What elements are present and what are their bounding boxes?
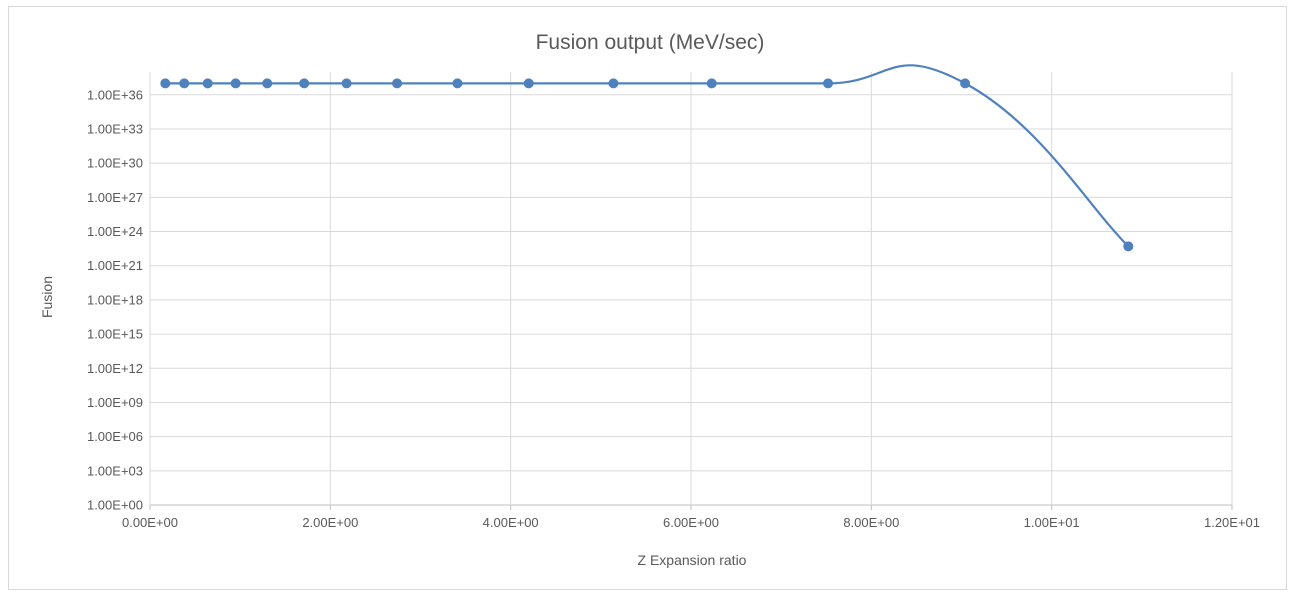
- data-point: [960, 78, 971, 89]
- y-tick-label: 1.00E+06: [87, 429, 143, 444]
- y-tick-label: 1.00E+09: [87, 395, 143, 410]
- x-axis-label: Z Expansion ratio: [638, 552, 747, 568]
- x-tick-label: 1.00E+01: [1024, 515, 1080, 530]
- x-tick-label: 1.20E+01: [1204, 515, 1260, 530]
- data-point: [392, 78, 403, 89]
- y-tick-label: 1.00E+36: [87, 87, 143, 102]
- y-tick-label: 1.00E+18: [87, 292, 143, 307]
- chart-frame: [8, 6, 1287, 590]
- data-point: [299, 78, 310, 89]
- chart-title: Fusion output (MeV/sec): [536, 31, 765, 54]
- y-axis-label: Fusion: [39, 276, 55, 318]
- data-point: [1123, 241, 1134, 252]
- x-tick-label: 0.00E+00: [122, 515, 178, 530]
- data-point: [823, 78, 834, 89]
- series-group: [160, 64, 1134, 252]
- x-tick-label: 2.00E+00: [302, 515, 358, 530]
- y-tick-label: 1.00E+24: [87, 224, 143, 239]
- data-point: [706, 78, 717, 89]
- y-tick-label: 1.00E+12: [87, 361, 143, 376]
- y-tick-label: 1.00E+21: [87, 258, 143, 273]
- y-tick-labels: 1.00E+00 1.00E+03 1.00E+06 1.00E+09 1.00E+12…: [87, 87, 143, 512]
- y-tick-label: 1.00E+00: [87, 498, 143, 513]
- data-point: [179, 78, 190, 89]
- x-tick-label: 6.00E+00: [663, 515, 719, 530]
- series-line: [165, 64, 1130, 248]
- y-tick-label: 1.00E+33: [87, 121, 143, 136]
- y-tick-label: 1.00E+03: [87, 463, 143, 478]
- data-point: [160, 78, 171, 89]
- data-point: [202, 78, 213, 89]
- data-point: [262, 78, 273, 89]
- data-point: [608, 78, 619, 89]
- x-tick-labels: 0.00E+00 2.00E+00 4.00E+00 6.00E+00 8.00E+00…: [122, 515, 1260, 530]
- x-tick-label: 4.00E+00: [483, 515, 539, 530]
- y-tick-label: 1.00E+27: [87, 190, 143, 205]
- data-point: [341, 78, 352, 89]
- x-tick-label: 8.00E+00: [843, 515, 899, 530]
- data-point: [230, 78, 241, 89]
- y-tick-label: 1.00E+15: [87, 327, 143, 342]
- gridlines: [149, 72, 1233, 510]
- data-point: [452, 78, 463, 89]
- data-point: [523, 78, 534, 89]
- y-tick-label: 1.00E+30: [87, 156, 143, 171]
